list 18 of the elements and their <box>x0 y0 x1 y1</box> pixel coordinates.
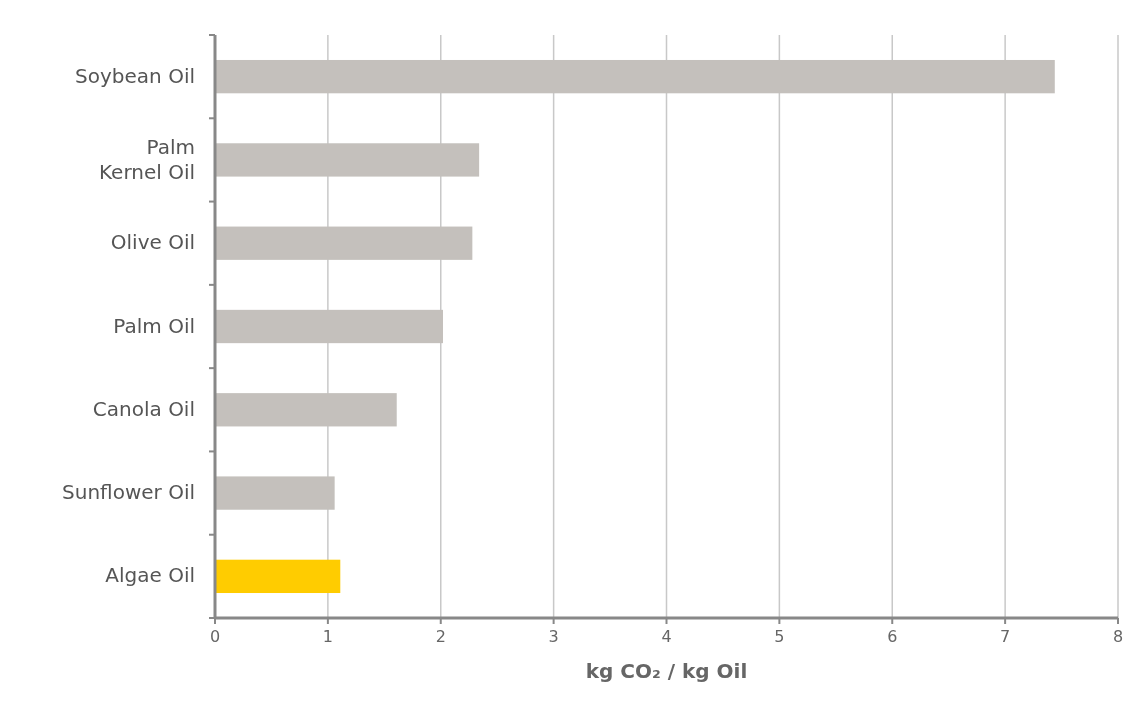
x-tick-label: 0 <box>209 627 221 646</box>
x-tick-label: 8 <box>1112 627 1124 646</box>
y-tick-label: Palm Oil <box>113 313 195 337</box>
x-tick-label: 3 <box>548 627 559 646</box>
y-tick-label: Palm Kernel Oil <box>98 134 195 184</box>
x-tick-label: 7 <box>1000 627 1011 646</box>
x-tick-label: 2 <box>435 627 446 646</box>
x-tick-label: 4 <box>661 627 672 646</box>
bar <box>215 559 341 594</box>
x-tick-label: 1 <box>322 627 333 646</box>
y-tick-label: Algae Oil <box>105 562 195 587</box>
y-tick-label: Soybean Oil <box>75 63 195 88</box>
y-tick-label: Canola Oil <box>92 396 195 421</box>
x-tick-label: 5 <box>774 627 785 646</box>
y-tick-label: Olive Oil <box>110 229 195 254</box>
y-tick-label: Sunflower Oil <box>62 479 195 504</box>
x-tick-label: 6 <box>887 627 898 646</box>
x-axis-title: kg CO₂ / kg Oil <box>585 659 748 683</box>
